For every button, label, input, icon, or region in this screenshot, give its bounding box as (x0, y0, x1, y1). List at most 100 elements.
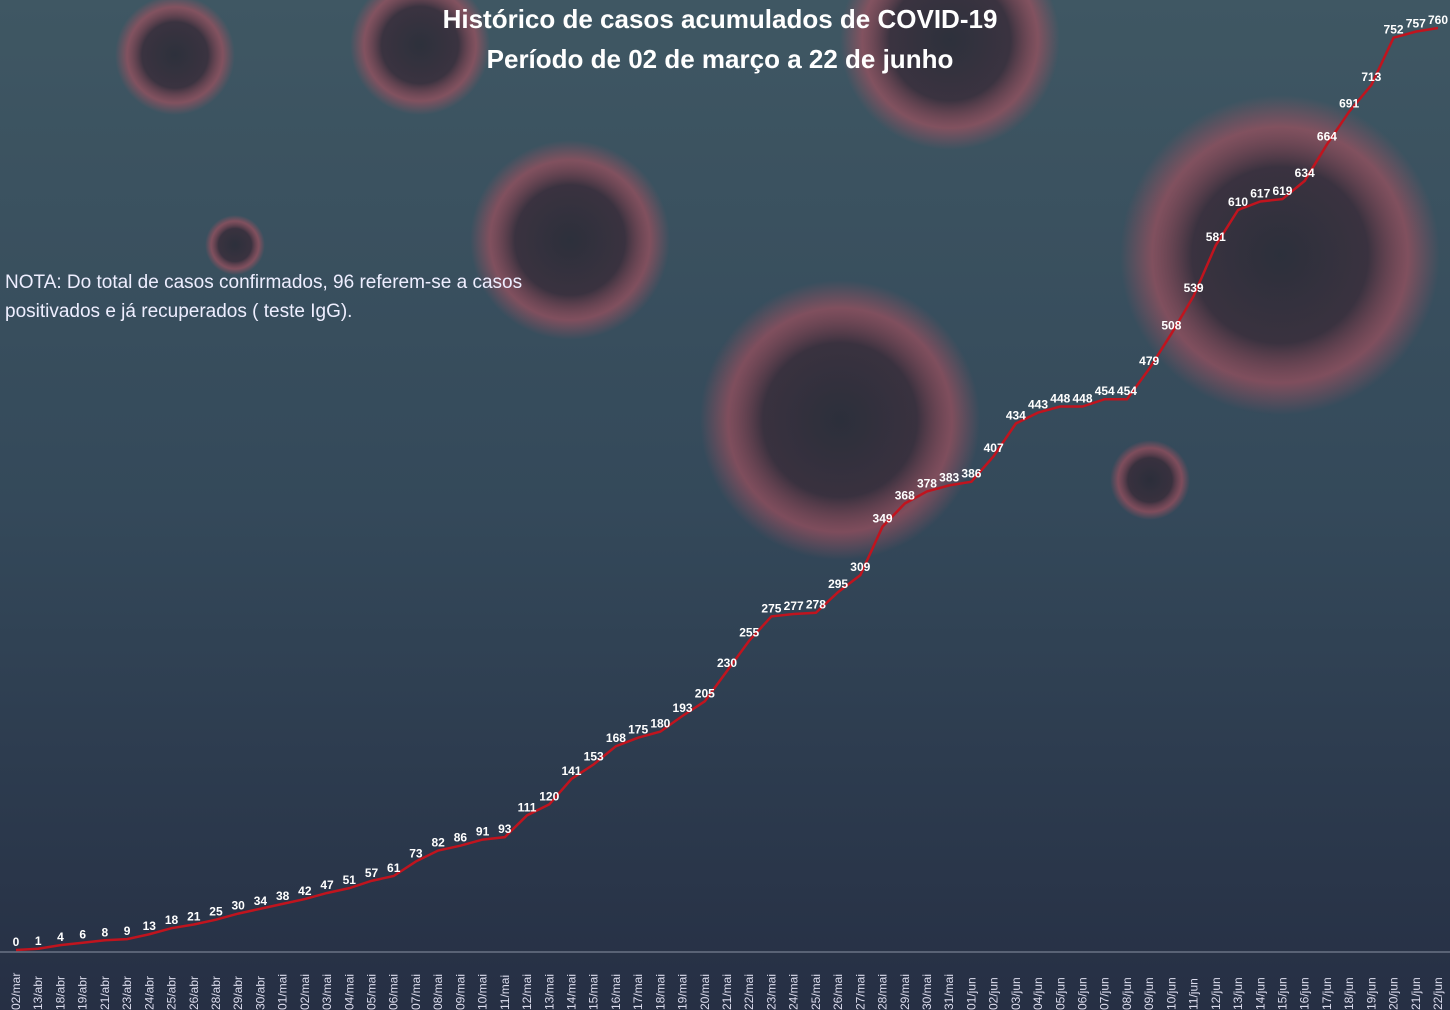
chart-subtitle: Período de 02 de março a 22 de junho (487, 44, 954, 74)
data-label: 120 (539, 789, 559, 803)
data-label: 21 (187, 910, 201, 924)
data-label: 508 (1161, 319, 1181, 333)
x-tick-label: 04/mai (342, 974, 356, 1010)
x-tick-label: 19/mai (676, 974, 690, 1010)
x-tick-label: 23/abr (120, 976, 134, 1010)
data-label: 34 (254, 894, 268, 908)
x-tick-label: 24/abr (142, 976, 156, 1010)
data-label: 230 (717, 656, 737, 670)
data-label: 47 (320, 878, 334, 892)
x-tick-label: 19/abr (76, 976, 90, 1010)
x-tick-label: 08/mai (431, 974, 445, 1010)
data-label: 581 (1206, 230, 1226, 244)
data-label: 91 (476, 825, 490, 839)
x-tick-label: 21/abr (98, 976, 112, 1010)
chart-title: Histórico de casos acumulados de COVID-1… (443, 4, 998, 34)
x-tick-label: 03/jun (1009, 977, 1023, 1010)
data-label: 691 (1339, 97, 1359, 111)
data-label: 61 (387, 861, 401, 875)
decoration (115, 0, 1440, 560)
data-label: 180 (650, 717, 670, 731)
x-tick-label: 21/mai (720, 974, 734, 1010)
x-tick-label: 11/jun (1187, 978, 1201, 1010)
x-tick-label: 29/mai (898, 974, 912, 1010)
data-label: 73 (409, 846, 423, 860)
x-tick-label: 11/mai (498, 975, 512, 1010)
data-label: 295 (828, 577, 848, 591)
data-label: 153 (584, 749, 604, 763)
x-tick-label: 17/mai (631, 974, 645, 1010)
data-label: 664 (1317, 129, 1337, 143)
data-label: 368 (895, 489, 915, 503)
data-label: 141 (561, 764, 581, 778)
data-label: 0 (13, 935, 20, 949)
data-label: 454 (1117, 384, 1137, 398)
x-tick-label: 24/mai (787, 974, 801, 1010)
x-tick-label: 01/mai (276, 974, 290, 1010)
data-label: 1 (35, 934, 42, 948)
x-tick-label: 28/abr (209, 976, 223, 1010)
data-label: 51 (343, 873, 357, 887)
data-label: 448 (1072, 392, 1092, 406)
data-label: 443 (1028, 398, 1048, 412)
data-label: 378 (917, 476, 937, 490)
x-tick-label: 22/mai (742, 974, 756, 1010)
x-tick-label: 12/jun (1209, 977, 1223, 1010)
x-tick-label: 13/jun (1231, 977, 1245, 1010)
data-label: 277 (784, 599, 804, 613)
x-tick-label: 25/mai (809, 974, 823, 1010)
data-label: 86 (454, 831, 468, 845)
x-tick-label: 28/mai (876, 974, 890, 1010)
data-label: 479 (1139, 354, 1159, 368)
x-tick-label: 05/jun (1053, 977, 1067, 1010)
data-label: 205 (695, 686, 715, 700)
data-label: 634 (1295, 166, 1315, 180)
data-label: 255 (739, 626, 759, 640)
data-label: 13 (143, 919, 157, 933)
data-label: 619 (1272, 184, 1292, 198)
x-tick-label: 18/jun (1342, 977, 1356, 1010)
data-label: 57 (365, 866, 379, 880)
x-tick-label: 02/jun (987, 977, 1001, 1010)
data-label: 4 (57, 930, 64, 944)
x-tick-label: 13/mai (542, 974, 556, 1010)
x-tick-label: 21/jun (1409, 977, 1423, 1010)
x-tick-label: 07/jun (1098, 977, 1112, 1010)
x-tick-label: 20/mai (698, 974, 712, 1010)
data-label: 30 (232, 899, 246, 913)
x-tick-label: 10/jun (1164, 977, 1178, 1010)
x-tick-label: 18/mai (653, 974, 667, 1010)
x-tick-label: 22/jun (1431, 977, 1445, 1010)
data-label: 82 (431, 836, 445, 850)
data-label: 448 (1050, 392, 1070, 406)
data-label: 25 (209, 905, 223, 919)
x-tick-label: 18/abr (53, 976, 67, 1010)
x-tick-label: 26/mai (831, 974, 845, 1010)
x-tick-label: 13/abr (31, 976, 45, 1010)
x-tick-label: 30/mai (920, 974, 934, 1010)
x-tick-label: 29/abr (231, 976, 245, 1010)
data-label: 93 (498, 822, 512, 836)
x-tick-label: 23/mai (764, 974, 778, 1010)
x-tick-label: 15/mai (587, 974, 601, 1010)
data-label: 610 (1228, 195, 1248, 209)
data-label: 8 (102, 925, 109, 939)
data-label: 278 (806, 598, 826, 612)
series-line (15, 26, 1439, 952)
x-tick-label: 09/mai (453, 974, 467, 1010)
data-label: 309 (850, 560, 870, 574)
data-label: 6 (79, 928, 86, 942)
x-tick-label: 10/mai (476, 974, 490, 1010)
x-tick-label: 15/jun (1275, 977, 1289, 1010)
x-tick-label: 08/jun (1120, 977, 1134, 1010)
data-label: 539 (1184, 281, 1204, 295)
data-label: 18 (165, 913, 179, 927)
x-tick-label: 25/abr (165, 976, 179, 1010)
x-tick-label: 30/abr (253, 976, 267, 1010)
data-label: 760 (1428, 13, 1448, 27)
x-tick-label: 01/jun (964, 977, 978, 1010)
x-tick-label: 04/jun (1031, 977, 1045, 1010)
annotation: NOTA: Do total de casos confirmados, 96 … (5, 272, 523, 322)
data-label: 275 (761, 601, 781, 615)
